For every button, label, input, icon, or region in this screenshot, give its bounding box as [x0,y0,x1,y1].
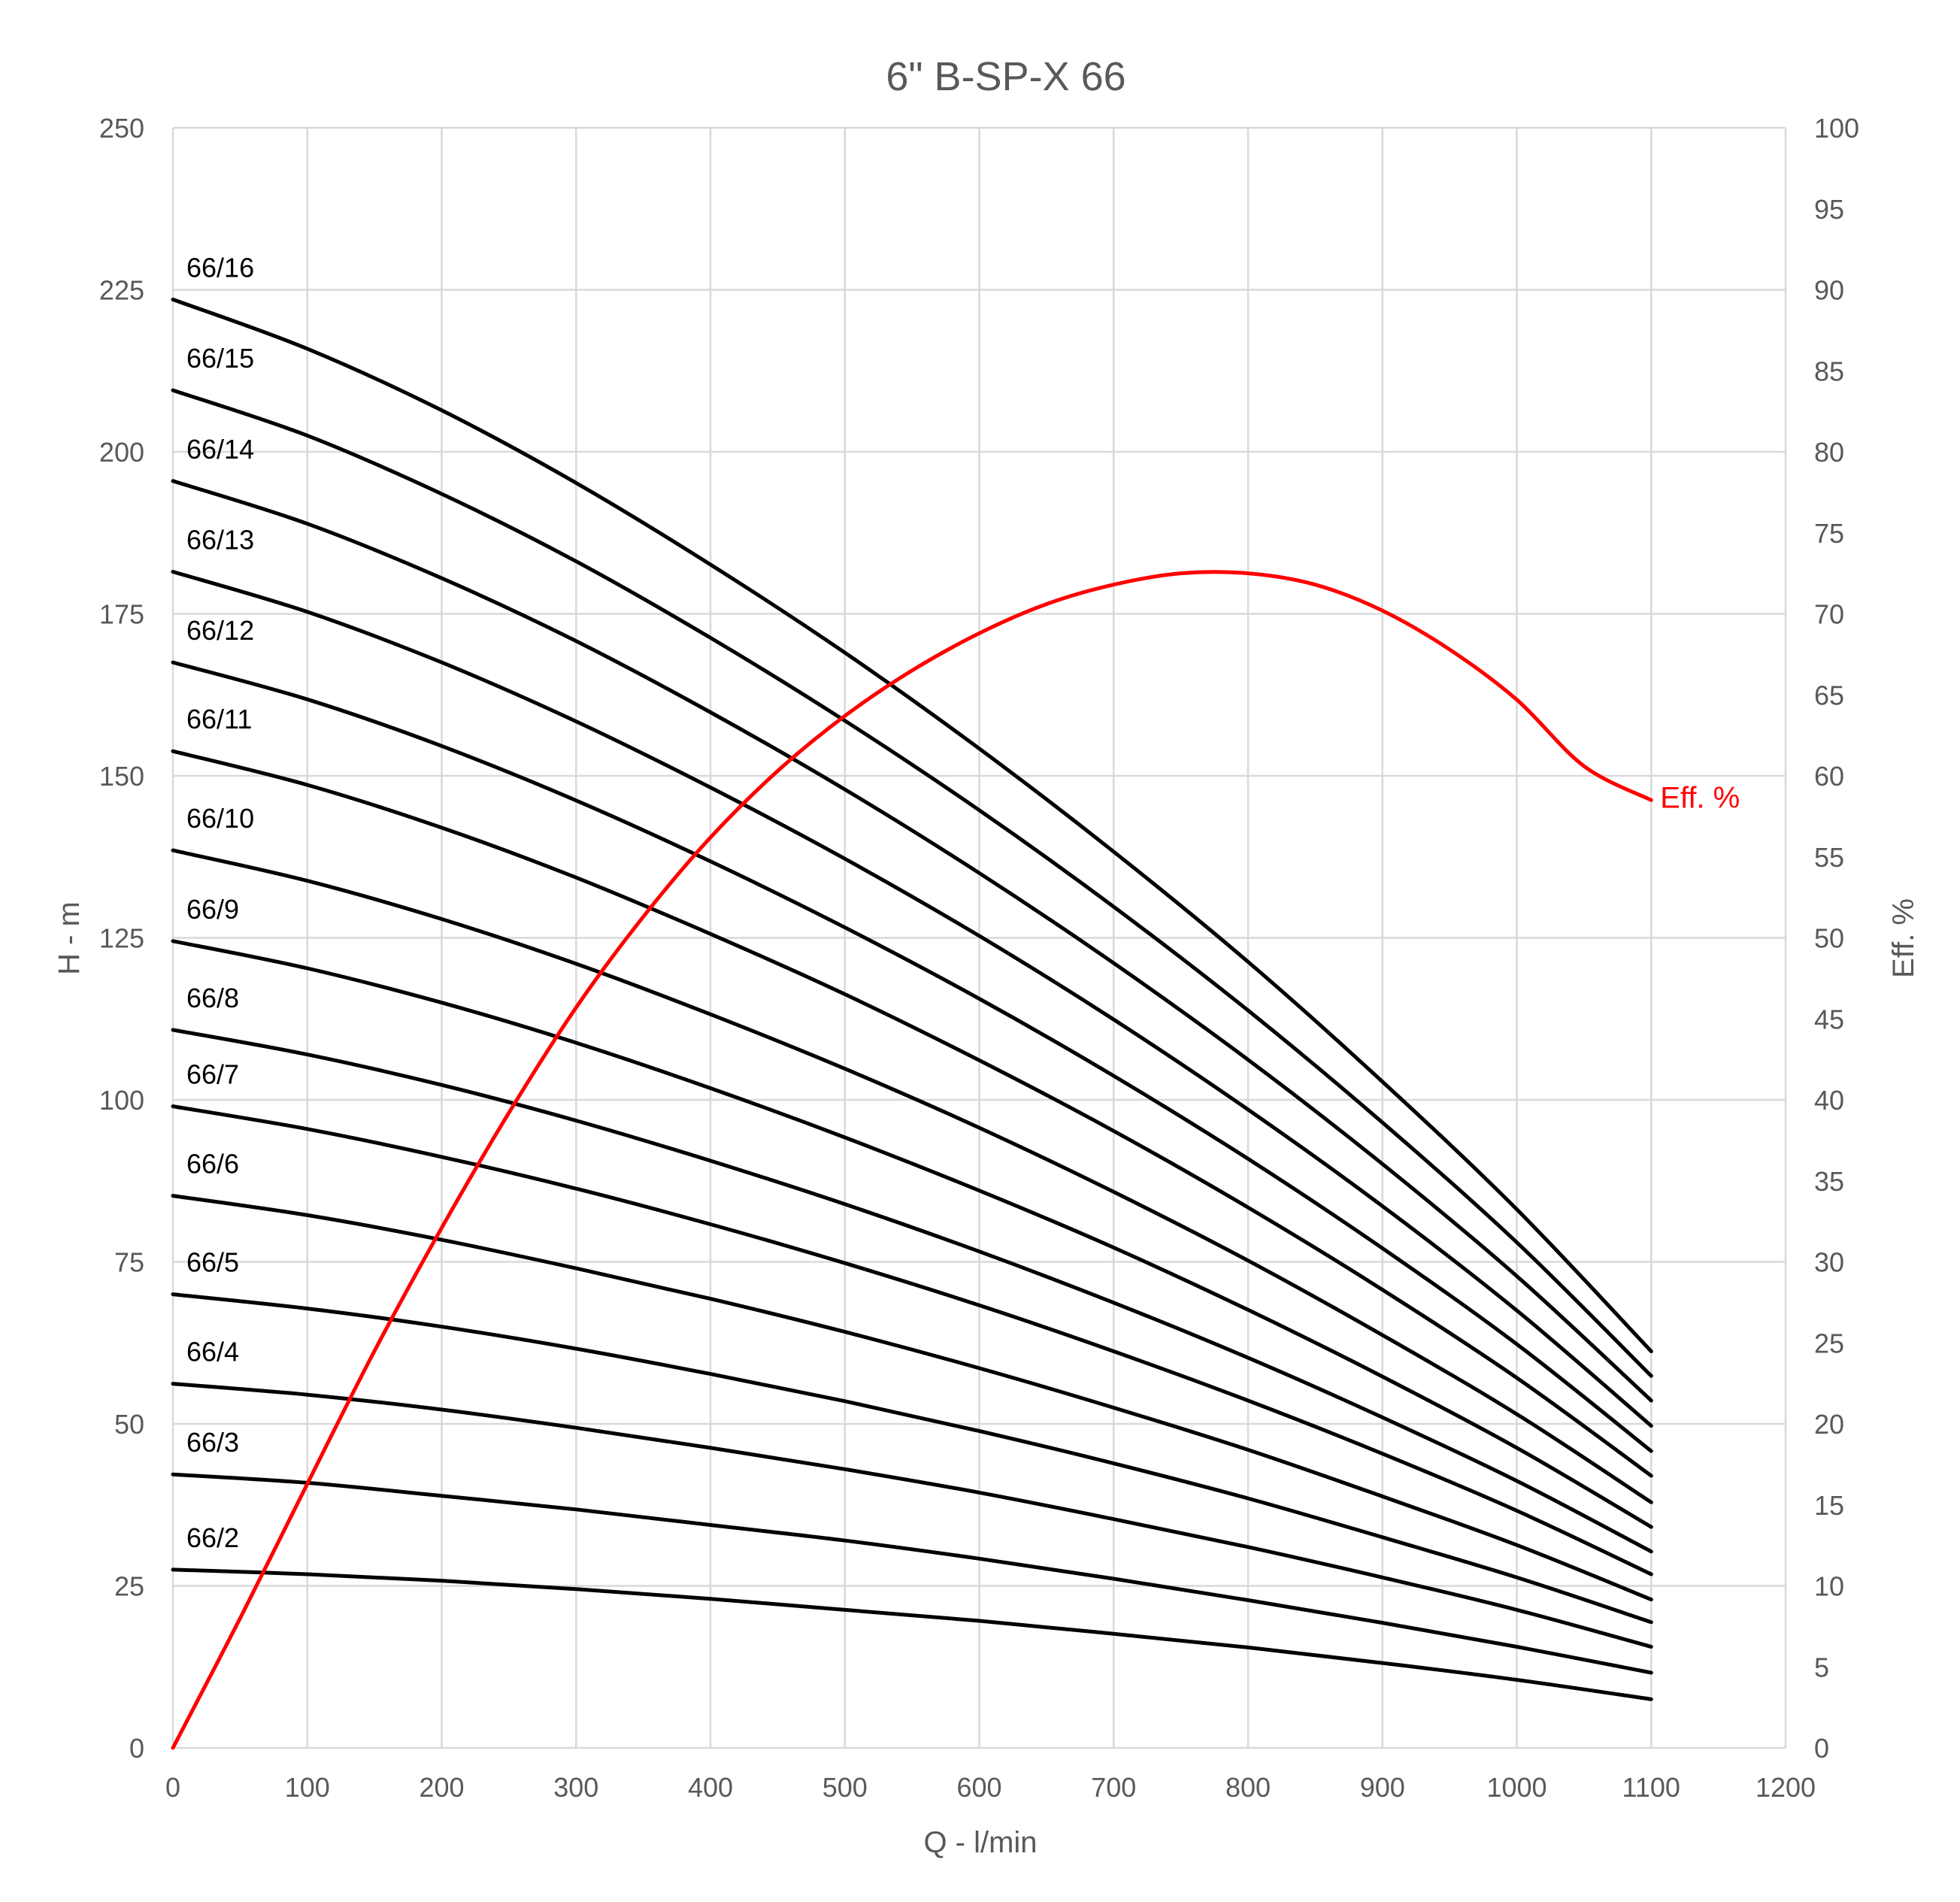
y2-tick-label: 100 [1814,113,1859,144]
x-tick-label: 100 [285,1772,330,1803]
efficiency-curve-group: Eff. % [171,570,1740,1750]
y-tick-label: 200 [99,437,144,468]
x-axis-ticks: 0 100 200 300 400 500 600 700 800 900 1000 1100 1200 [165,1772,1816,1803]
x-tick-label: 800 [1225,1772,1271,1803]
series-label-66-5: 66/5 [186,1247,239,1278]
y2-tick-label: 60 [1814,761,1844,792]
y-axis-ticks: 0 25 50 75 100 125 150 175 200 225 250 [99,113,144,1764]
x-tick-label: 400 [688,1772,733,1803]
series-label-66-7: 66/7 [186,1059,239,1090]
x-tick-label: 900 [1360,1772,1405,1803]
y2-tick-label: 65 [1814,680,1844,710]
chart-title: 6" B-SP-X 66 [886,54,1125,99]
curve-66-12 [171,660,1653,1453]
series-label-66-6: 66/6 [186,1149,239,1180]
x-tick-label: 700 [1091,1772,1136,1803]
curve-66-4 [171,1382,1653,1649]
x-tick-label: 1200 [1756,1772,1816,1803]
series-label-66-15: 66/15 [186,343,254,374]
y-tick-label: 225 [99,275,144,306]
grid [171,126,1787,1749]
curve-66-9 [171,939,1653,1529]
y-tick-label: 175 [99,599,144,630]
x-tick-label: 0 [165,1772,180,1803]
y2-tick-label: 55 [1814,842,1844,873]
x-axis-label: Q - l/min [923,1826,1037,1859]
y2-tick-label: 5 [1814,1652,1829,1682]
y-tick-label: 125 [99,923,144,954]
curve-66-10 [171,848,1653,1504]
x-tick-label: 1100 [1622,1772,1680,1803]
y2-tick-label: 25 [1814,1328,1844,1358]
y-tick-label: 25 [114,1571,144,1602]
series-label-66-11: 66/11 [186,704,252,734]
curve-66-2 [171,1567,1653,1701]
y-tick-label: 75 [114,1247,144,1278]
y2-tick-label: 95 [1814,194,1844,225]
y-tick-label: 250 [99,113,144,144]
y2-tick-label: 40 [1814,1085,1844,1116]
y2-tick-label: 10 [1814,1571,1844,1602]
y-tick-label: 0 [129,1733,144,1764]
curve-66-3 [171,1472,1653,1675]
efficiency-curve [171,570,1653,1750]
y2-tick-label: 75 [1814,518,1844,549]
curve-66-6 [171,1194,1653,1602]
y2-tick-label: 15 [1814,1490,1844,1521]
series-label-66-13: 66/13 [186,524,254,555]
y2-tick-label: 80 [1814,437,1844,468]
curve-66-5 [171,1292,1653,1625]
y2-tick-label: 0 [1814,1733,1829,1764]
series-label-66-12: 66/12 [186,615,254,646]
series-label-66-4: 66/4 [186,1337,239,1367]
y2-tick-label: 45 [1814,1004,1844,1034]
y-tick-label: 50 [114,1409,144,1440]
x-tick-label: 200 [419,1772,464,1803]
y2-tick-label: 30 [1814,1247,1844,1278]
curve-66-11 [171,749,1653,1478]
curve-66-14 [171,479,1653,1403]
y2-tick-label: 85 [1814,356,1844,386]
y-axis-label: H - m [53,901,86,975]
y2-tick-label: 90 [1814,275,1844,306]
y-tick-label: 100 [99,1085,144,1116]
head-curves: 66/2 66/3 66/4 66/5 66/6 66/7 66/8 66/9 66/10 66/… [171,252,1653,1701]
series-label-66-2: 66/2 [186,1522,239,1553]
curve-66-13 [171,570,1653,1428]
x-tick-label: 300 [553,1772,598,1803]
curve-66-7 [171,1104,1653,1576]
y2-axis-label: Eff. % [1887,898,1920,978]
y2-tick-label: 50 [1814,923,1844,954]
series-label-66-3: 66/3 [186,1427,239,1458]
series-label-66-16: 66/16 [186,252,254,283]
y2-tick-label: 70 [1814,599,1844,630]
series-label-66-9: 66/9 [186,894,239,925]
curve-66-16 [171,297,1653,1353]
curve-66-8 [171,1028,1653,1554]
curve-66-15 [171,388,1653,1378]
series-label-66-10: 66/10 [186,803,254,834]
x-tick-label: 500 [822,1772,868,1803]
x-tick-label: 600 [956,1772,1001,1803]
y-tick-label: 150 [99,761,144,792]
series-label-66-8: 66/8 [186,983,239,1013]
y2-tick-label: 35 [1814,1166,1844,1197]
y2-axis-ticks: 0 5 10 15 20 25 30 35 40 45 50 55 60 65 70 75 80 85 90 95 10… [1814,113,1859,1764]
y2-tick-label: 20 [1814,1409,1844,1440]
series-label-66-14: 66/14 [186,434,254,465]
efficiency-label: Eff. % [1660,781,1740,814]
x-tick-label: 1000 [1486,1772,1546,1803]
